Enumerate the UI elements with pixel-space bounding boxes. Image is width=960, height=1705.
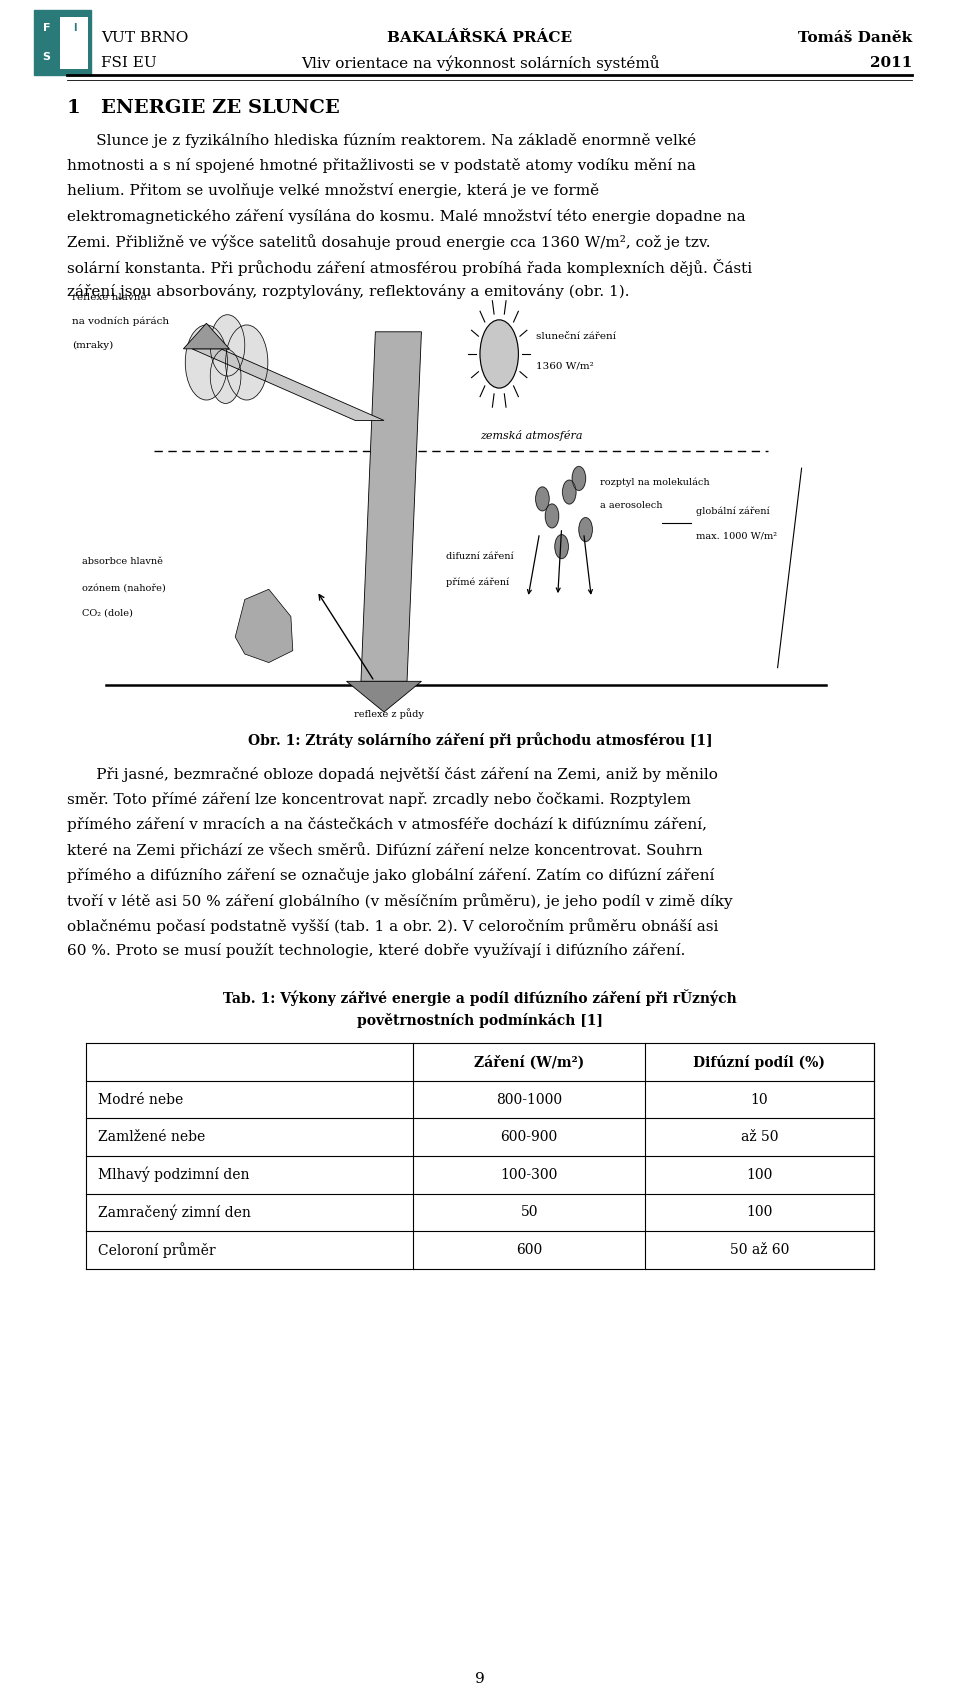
Circle shape: [480, 321, 518, 389]
Text: F: F: [42, 24, 50, 34]
Circle shape: [579, 518, 592, 542]
Text: CO₂ (dole): CO₂ (dole): [82, 609, 132, 617]
Text: Celoroní průměr: Celoroní průměr: [98, 1241, 216, 1258]
Circle shape: [210, 315, 245, 377]
Circle shape: [555, 535, 568, 559]
Polygon shape: [183, 324, 229, 350]
Circle shape: [210, 350, 241, 404]
Text: Slunce je z fyzikálního hlediska fúzním reaktorem. Na základě enormně velké: Slunce je z fyzikálního hlediska fúzním …: [67, 133, 696, 148]
Text: směr. Toto přímé záření lze koncentrovat např. zrcadly nebo čočkami. Rozptylem: směr. Toto přímé záření lze koncentrovat…: [67, 791, 691, 806]
Text: elektromagnetického záření vysílána do kosmu. Malé množství této energie dopadne: elektromagnetického záření vysílána do k…: [67, 208, 746, 223]
Text: (mraky): (mraky): [72, 341, 113, 350]
Text: 2011: 2011: [870, 56, 912, 70]
Text: 100-300: 100-300: [500, 1168, 558, 1182]
Circle shape: [572, 467, 586, 491]
Text: Modré nebe: Modré nebe: [98, 1093, 183, 1107]
Text: Při jasné, bezmračné obloze dopadá největší část záření na Zemi, aniž by měnilo: Při jasné, bezmračné obloze dopadá nejvě…: [67, 767, 718, 781]
Text: na vodních párách: na vodních párách: [72, 317, 169, 326]
Text: Vliv orientace na výkonnost solárních systémů: Vliv orientace na výkonnost solárních sy…: [300, 55, 660, 72]
Text: přímého záření v mracích a na částečkách v atmosféře dochází k difúznímu záření,: přímého záření v mracích a na částečkách…: [67, 817, 708, 832]
Text: Difúzní podíl (%): Difúzní podíl (%): [693, 1055, 826, 1069]
Text: Tomáš Daněk: Tomáš Daněk: [798, 31, 912, 44]
Text: 50 až 60: 50 až 60: [730, 1243, 789, 1257]
Text: S: S: [42, 51, 50, 61]
FancyArrowPatch shape: [319, 595, 372, 679]
Text: Obr. 1: Ztráty solárního záření při průchodu atmosférou [1]: Obr. 1: Ztráty solárního záření při průc…: [248, 733, 712, 748]
Text: 800-1000: 800-1000: [496, 1093, 563, 1107]
Text: reflexe hlavně: reflexe hlavně: [72, 293, 147, 302]
Text: záření jsou absorbovány, rozptylovány, reflektovány a emitovány (obr. 1).: záření jsou absorbovány, rozptylovány, r…: [67, 285, 630, 300]
Circle shape: [563, 481, 576, 505]
Text: VUT BRNO: VUT BRNO: [101, 31, 188, 44]
FancyBboxPatch shape: [60, 17, 88, 68]
Text: FSI EU: FSI EU: [101, 56, 156, 70]
FancyArrowPatch shape: [527, 535, 539, 593]
Text: 600: 600: [516, 1243, 542, 1257]
Text: ozónem (nahoře): ozónem (nahoře): [82, 583, 165, 592]
Text: zemská atmosféra: zemská atmosféra: [480, 430, 583, 442]
Text: Tab. 1: Výkony zářivé energie a podíl difúzního záření při rŬzných: Tab. 1: Výkony zářivé energie a podíl di…: [223, 989, 737, 1006]
FancyArrowPatch shape: [584, 535, 592, 593]
Text: absorbce hlavně: absorbce hlavně: [82, 558, 162, 566]
Text: povětrnostních podmínkách [1]: povětrnostních podmínkách [1]: [357, 1013, 603, 1028]
Text: 600-900: 600-900: [500, 1130, 558, 1144]
Text: sluneční záření: sluneční záření: [536, 332, 615, 341]
Text: Mlhavý podzimní den: Mlhavý podzimní den: [98, 1166, 250, 1183]
Circle shape: [226, 326, 268, 401]
Text: hmotnosti a s ní spojené hmotné přitažlivosti se v podstatě atomy vodíku mění na: hmotnosti a s ní spojené hmotné přitažli…: [67, 159, 696, 174]
Text: rozptyl na molekulách: rozptyl na molekulách: [600, 477, 709, 486]
Text: Zamlžené nebe: Zamlžené nebe: [98, 1130, 205, 1144]
Text: 10: 10: [751, 1093, 768, 1107]
Text: reflexe z půdy: reflexe z půdy: [354, 709, 423, 720]
Circle shape: [185, 326, 228, 401]
Text: max. 1000 W/m²: max. 1000 W/m²: [696, 532, 777, 540]
Text: které na Zemi přichází ze všech směrů. Difúzní záření nelze koncentrovat. Souhrn: které na Zemi přichází ze všech směrů. D…: [67, 842, 703, 858]
Polygon shape: [347, 682, 421, 713]
Text: Záření (W/m²): Záření (W/m²): [474, 1055, 585, 1069]
Text: solární konstanta. Při průchodu záření atmosférou probíhá řada komplexních dějů.: solární konstanta. Při průchodu záření a…: [67, 259, 753, 276]
Text: oblačnému počasí podstatně vyšší (tab. 1 a obr. 2). V celoročním průměru obnáší : oblačnému počasí podstatně vyšší (tab. 1…: [67, 917, 719, 934]
Text: Zamračený zimní den: Zamračený zimní den: [98, 1204, 251, 1221]
Circle shape: [545, 505, 559, 529]
Text: 50: 50: [520, 1205, 538, 1219]
Text: 100: 100: [746, 1205, 773, 1219]
Polygon shape: [235, 590, 293, 663]
Circle shape: [536, 488, 549, 511]
Polygon shape: [192, 350, 384, 421]
Text: a aerosolech: a aerosolech: [600, 501, 662, 510]
Text: globální záření: globální záření: [696, 506, 770, 515]
FancyBboxPatch shape: [34, 10, 91, 75]
Text: tvoří v létě asi 50 % záření globálního (v měsíčním průměru), je jeho podíl v zi: tvoří v létě asi 50 % záření globálního …: [67, 893, 732, 909]
Text: 60 %. Proto se musí použít technologie, které dobře využívají i difúzního záření: 60 %. Proto se musí použít technologie, …: [67, 943, 685, 958]
Text: 9: 9: [475, 1673, 485, 1686]
Text: 1   ENERGIE ZE SLUNCE: 1 ENERGIE ZE SLUNCE: [67, 99, 340, 118]
Text: přímé záření: přímé záření: [446, 578, 510, 587]
Text: BAKALÁŘSKÁ PRÁCE: BAKALÁŘSKÁ PRÁCE: [388, 31, 572, 44]
Text: 100: 100: [746, 1168, 773, 1182]
Text: I: I: [73, 24, 77, 34]
Text: Zemi. Přibližně ve výšce satelitů dosahuje proud energie cca 1360 W/m², což je t: Zemi. Přibližně ve výšce satelitů dosahu…: [67, 234, 710, 251]
FancyArrowPatch shape: [556, 530, 562, 592]
Text: difuzní záření: difuzní záření: [446, 552, 514, 561]
Polygon shape: [361, 332, 421, 682]
Text: přímého a difúzního záření se označuje jako globální záření. Zatím co difúzní zá: přímého a difúzního záření se označuje j…: [67, 868, 714, 883]
Text: 1360 W/m²: 1360 W/m²: [536, 361, 593, 370]
Text: až 50: až 50: [741, 1130, 779, 1144]
Text: helium. Přitom se uvolňuje velké množství energie, která je ve formě: helium. Přitom se uvolňuje velké množstv…: [67, 184, 599, 198]
